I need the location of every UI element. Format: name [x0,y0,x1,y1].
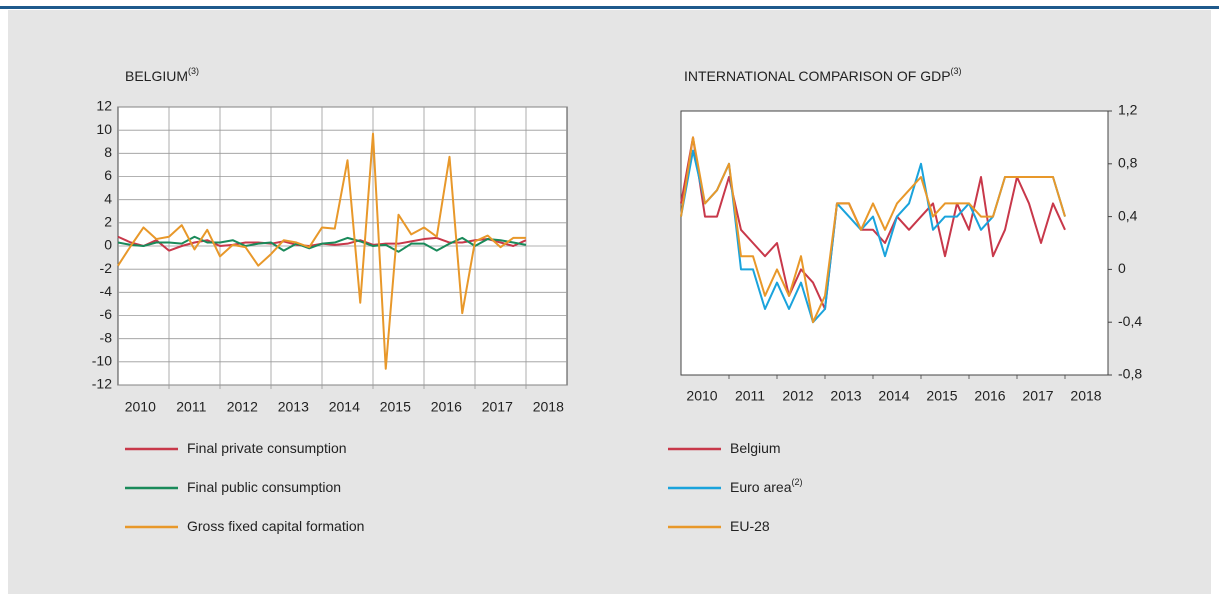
x-tick-label: 2016 [974,388,1005,404]
legend-label: Final private consumption [187,440,347,456]
x-tick-label: 2012 [227,399,258,415]
legend-label: Final public consumption [187,479,341,495]
legend-label: Belgium [730,440,781,456]
y-tick-label: -0,4 [1118,313,1142,329]
y-tick-label: 10 [96,121,112,137]
series-line [680,136,1066,324]
x-tick-label: 2015 [926,388,957,404]
y-tick-label: 0 [104,237,112,253]
x-tick-label: 2018 [1070,388,1101,404]
chart-title: INTERNATIONAL COMPARISON OF GDP(3) [684,66,962,83]
y-tick-label: 0,8 [1118,155,1138,171]
legend-label: Gross fixed capital formation [187,518,364,534]
y-tick-label: 4 [104,190,112,206]
y-tick-label: 0,4 [1118,207,1138,223]
series-line [680,136,1066,310]
x-tick-label: 2018 [533,399,564,415]
y-tick-label: 6 [104,167,112,183]
y-tick-label: 8 [104,144,112,160]
x-tick-label: 2014 [329,399,360,415]
legend-label: EU-28 [730,518,770,534]
series-line [117,235,527,253]
x-tick-label: 2010 [125,399,156,415]
y-tick-label: -0,8 [1118,366,1142,382]
top-rule [0,6,1219,9]
x-tick-label: 2011 [735,388,765,404]
legend-label: Euro area(2) [730,477,802,494]
y-tick-label: 12 [96,98,112,114]
y-tick-label: -8 [100,329,113,345]
legend-name: Belgium [730,440,781,456]
legend-name: Gross fixed capital formation [187,518,364,534]
x-tick-label: 2011 [176,399,206,415]
title-note: (3) [951,66,962,76]
legend-note: (2) [791,477,802,487]
y-tick-label: -2 [100,260,113,276]
legend-name: EU-28 [730,518,770,534]
title-text: BELGIUM [125,68,188,84]
legend-name: Final public consumption [187,479,341,495]
x-tick-label: 2013 [830,388,861,404]
x-tick-label: 2012 [782,388,813,404]
x-tick-label: 2010 [686,388,717,404]
x-tick-label: 2013 [278,399,309,415]
x-tick-label: 2016 [431,399,462,415]
x-tick-label: 2014 [878,388,909,404]
y-tick-label: -12 [92,376,112,392]
series-line [117,132,526,370]
x-tick-label: 2017 [1022,388,1053,404]
y-tick-label: 1,2 [1118,102,1138,118]
chart-title: BELGIUM(3) [125,66,199,83]
y-tick-label: 0 [1118,260,1126,276]
title-text: INTERNATIONAL COMPARISON OF GDP [684,68,951,84]
y-tick-label: -6 [100,306,113,322]
x-tick-label: 2017 [482,399,513,415]
x-tick-label: 2015 [380,399,411,415]
y-tick-label: -10 [92,353,112,369]
y-tick-label: -4 [100,283,113,299]
plot-area [680,110,1109,376]
legend-name: Euro area [730,479,792,495]
y-tick-label: 2 [104,214,112,230]
legend-name: Final private consumption [187,440,347,456]
title-note: (3) [188,66,199,76]
